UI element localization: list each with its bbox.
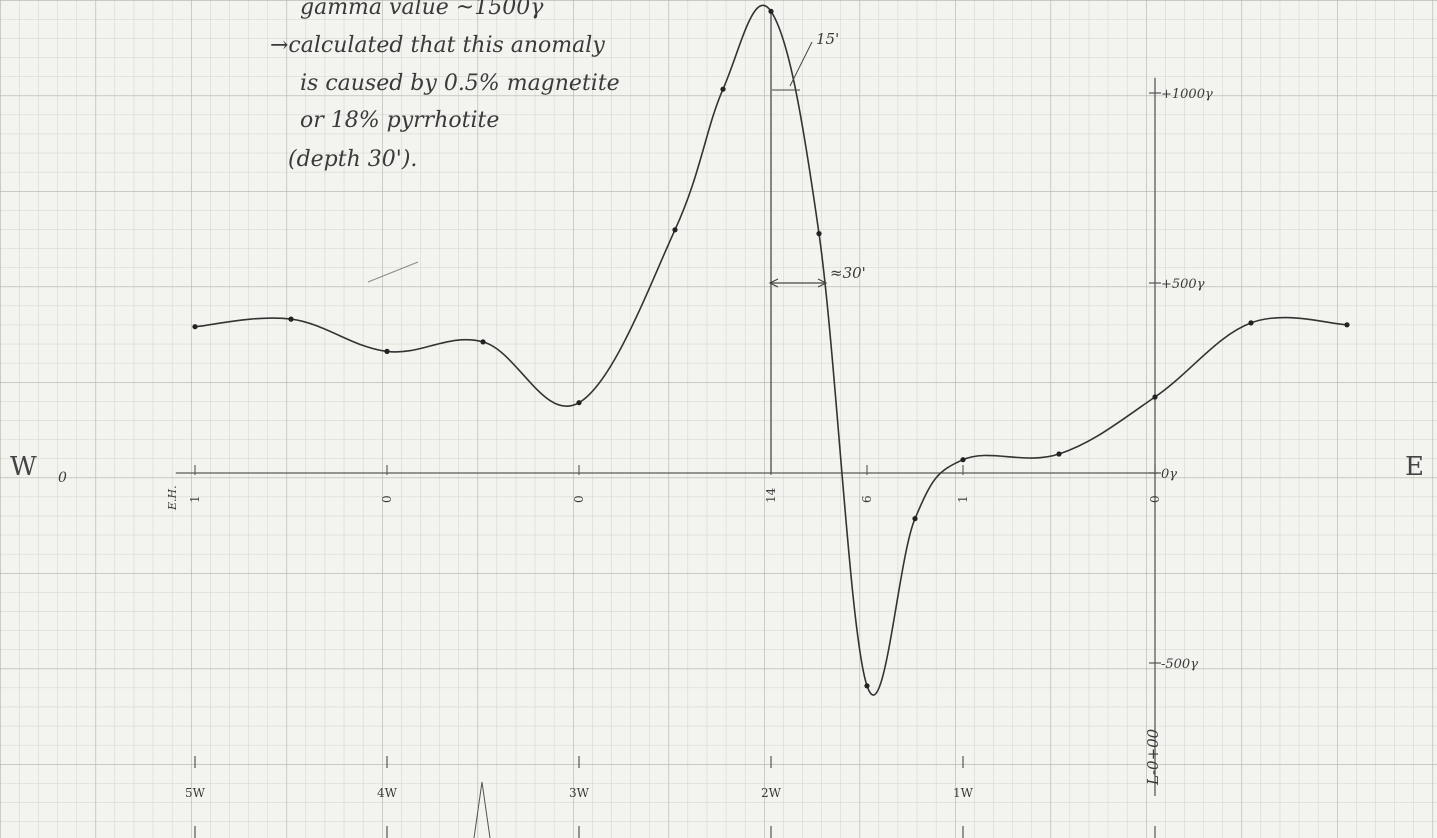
note-line-5: (depth 30'). — [288, 147, 417, 172]
half-width-annotations: ≈30' 15' — [768, 30, 866, 288]
note-line-4: or 18% pyrrhotite — [300, 108, 499, 133]
station-label: 4W — [377, 786, 398, 800]
data-point — [1248, 320, 1254, 326]
y-tick-label: 0γ — [1161, 467, 1177, 482]
peak-half-leader — [789, 41, 813, 87]
data-point — [192, 324, 198, 330]
axis-reading: 1 — [188, 495, 202, 503]
pencil-stroke — [367, 261, 419, 283]
data-point — [480, 339, 486, 345]
west-label: W — [10, 452, 37, 482]
data-point — [960, 457, 966, 463]
axes — [175, 11, 1159, 796]
interpretation-note: gamma value ~1500γ →calculated that this… — [270, 0, 620, 172]
data-point — [384, 348, 390, 354]
data-point — [288, 316, 294, 322]
data-point — [864, 683, 870, 689]
data-point — [576, 400, 582, 406]
note-line-3: is caused by 0.5% magnetite — [300, 71, 620, 96]
peak-half-label: 15' — [816, 30, 839, 48]
y-tick-label: +500γ — [1161, 277, 1205, 292]
half-width-arrowheads — [768, 278, 828, 288]
axis-reading: 14 — [764, 487, 778, 503]
data-point — [1344, 322, 1350, 328]
data-point — [720, 86, 726, 92]
bottom-marker — [473, 781, 491, 838]
axis-reading: 0 — [1148, 495, 1162, 503]
note-line-1: gamma value ~1500γ — [300, 0, 544, 20]
station-label: 1W — [953, 786, 974, 800]
data-point — [1152, 394, 1158, 400]
axis-reading: 6 — [860, 495, 874, 503]
y-scale-ticks: +1000γ +500γ 0γ -500γ — [1149, 87, 1213, 672]
data-point — [912, 516, 918, 522]
eh-marker-label: E.H. — [166, 485, 179, 511]
axis-reading: 1 — [956, 495, 970, 503]
data-point — [1056, 451, 1062, 457]
axis-readings: 1 0 0 14 6 1 0 — [188, 465, 1162, 503]
axis-reading: 0 — [572, 495, 586, 503]
data-point — [672, 227, 678, 233]
origin-mark: 0 — [58, 470, 67, 486]
axis-reading: 0 — [380, 495, 394, 503]
data-point — [816, 231, 822, 237]
station-label: 3W — [569, 786, 590, 800]
half-width-label: ≈30' — [830, 264, 866, 282]
station-label: 5W — [185, 786, 206, 800]
y-tick-label: +1000γ — [1161, 87, 1213, 102]
data-point — [768, 8, 774, 14]
line-label: L-0+00 — [1144, 728, 1162, 786]
note-line-2: →calculated that this anomaly — [270, 33, 605, 58]
y-tick-label: -500γ — [1161, 657, 1198, 672]
east-label: E — [1405, 452, 1424, 482]
data-points — [192, 8, 1350, 689]
station-label: 2W — [761, 786, 782, 800]
station-ticks: 5W 4W 3W 2W 1W — [185, 756, 1156, 838]
